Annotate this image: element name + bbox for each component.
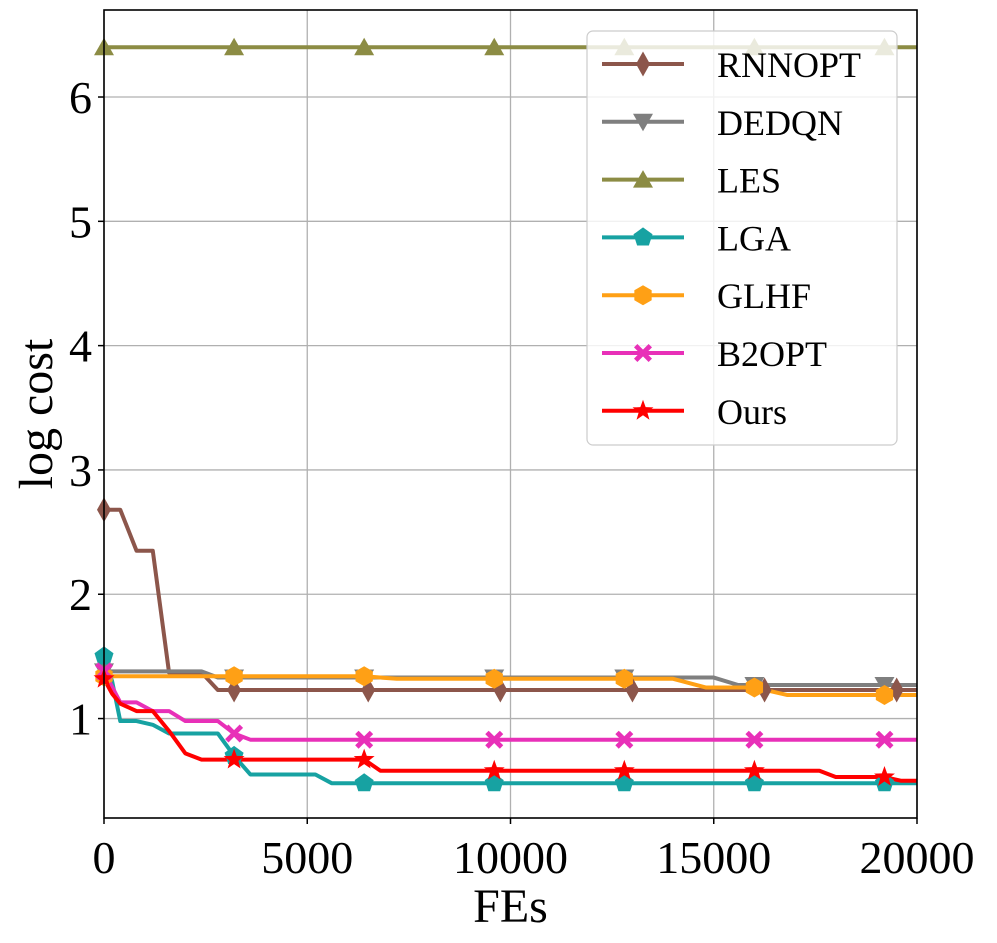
legend-item-les: LES — [602, 161, 781, 201]
legend-item-lga: LGA — [602, 218, 791, 258]
legend-label: Ours — [717, 392, 787, 432]
marker-ours — [874, 765, 895, 786]
marker-glhf — [355, 666, 373, 687]
y-tick-label: 2 — [69, 569, 92, 620]
legend-label: LGA — [717, 218, 791, 258]
y-axis-label: log cost — [10, 338, 63, 489]
marker-glhf — [225, 666, 243, 687]
marker-lga — [354, 773, 374, 792]
series-line-rnnopt — [104, 507, 917, 692]
legend-marker — [633, 170, 653, 188]
legend-marker — [633, 113, 653, 132]
x-tick-label: 20000 — [860, 832, 975, 883]
marker-glhf — [615, 668, 633, 689]
legend-marker — [634, 285, 652, 306]
x-tick-label: 15000 — [656, 832, 771, 883]
y-tick-label: 1 — [69, 694, 92, 745]
legend: RNNOPT DEDQN LES LGA GLHF B2OPT Ours — [586, 30, 898, 446]
x-tick-label: 10000 — [453, 832, 568, 883]
legend-marker — [633, 227, 653, 246]
marker-rnnopt — [889, 677, 904, 703]
y-tick-label: 4 — [69, 321, 92, 372]
y-ticks: 1 2 3 4 5 6 — [69, 72, 104, 745]
legend-marker — [636, 51, 650, 77]
series-line-lga — [104, 655, 917, 786]
marker-lga — [484, 773, 504, 792]
marker-b2opt — [615, 730, 634, 749]
legend-item-rnnopt: RNNOPT — [602, 45, 861, 85]
marker-les — [484, 37, 505, 56]
x-tick-label: 5000 — [261, 832, 353, 883]
legend-box — [586, 30, 898, 446]
legend-label: GLHF — [717, 276, 811, 316]
marker-ours — [613, 759, 635, 780]
marker-ours — [223, 748, 245, 769]
legend-label: RNNOPT — [717, 45, 861, 85]
marker-b2opt — [875, 730, 894, 749]
legend-item-b2opt: B2OPT — [602, 334, 827, 374]
marker-lga — [614, 773, 634, 792]
marker-b2opt — [355, 730, 374, 749]
series-line-b2opt — [104, 670, 917, 742]
legend-item-dedqn: DEDQN — [602, 103, 843, 143]
legend-label: DEDQN — [717, 103, 843, 143]
series-line-ours — [104, 677, 917, 783]
legend-label: LES — [717, 161, 781, 201]
y-tick-label: 3 — [69, 445, 92, 496]
x-tick-label: 0 — [93, 832, 116, 883]
marker-les — [224, 37, 245, 56]
legend-item-glhf: GLHF — [602, 276, 811, 316]
legend-marker — [632, 399, 654, 420]
y-tick-label: 6 — [69, 72, 92, 123]
marker-b2opt — [485, 730, 504, 749]
marker-les — [354, 37, 375, 56]
marker-b2opt — [745, 730, 764, 749]
marker-lga — [744, 773, 764, 792]
marker-b2opt — [225, 724, 244, 743]
x-ticks: 0 5000 10000 15000 20000 — [93, 818, 975, 883]
marker-ours — [353, 748, 375, 769]
marker-glhf — [875, 684, 894, 705]
x-axis-label: FEs — [473, 880, 548, 933]
legend-item-ours: Ours — [602, 392, 787, 432]
legend-label: B2OPT — [717, 334, 827, 374]
marker-glhf — [745, 677, 764, 698]
marker-glhf — [485, 668, 503, 689]
legend-marker — [634, 344, 652, 362]
marker-ours — [483, 759, 505, 780]
y-tick-label: 5 — [69, 196, 92, 247]
marker-ours — [743, 759, 765, 780]
